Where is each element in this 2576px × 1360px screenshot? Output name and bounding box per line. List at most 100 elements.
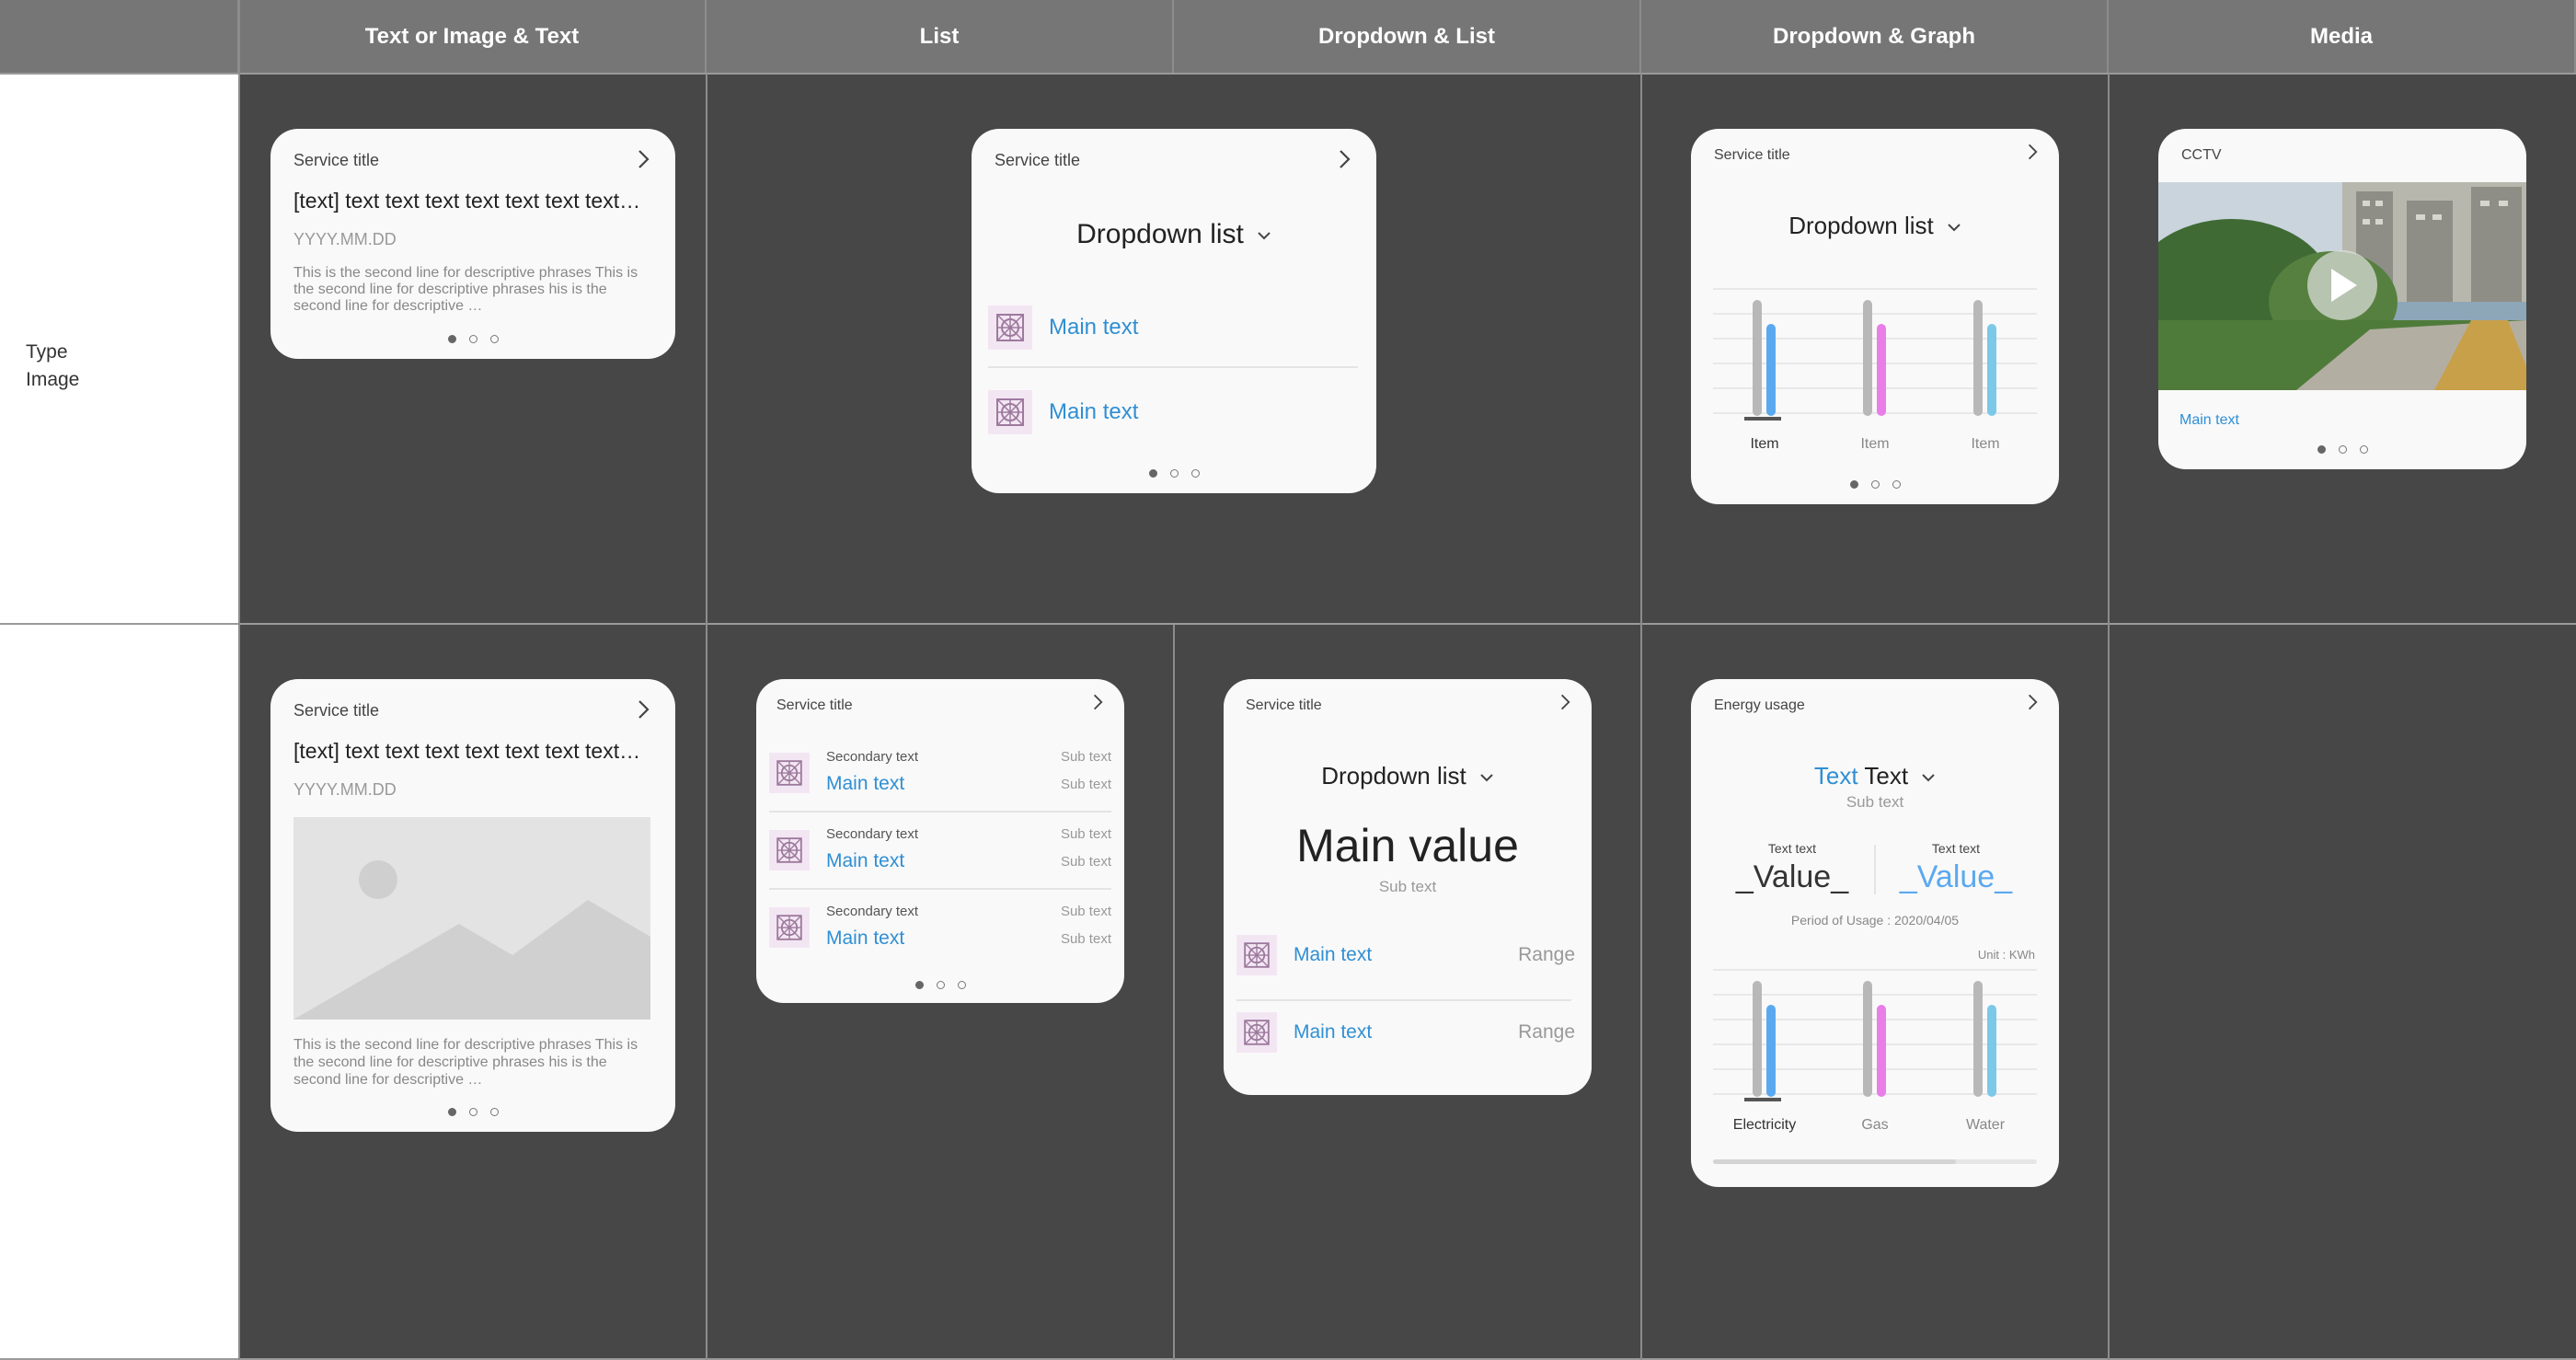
dropdown[interactable]: Dropdown list [1691, 212, 2059, 240]
graph-item-label[interactable]: Gas [1861, 1117, 1889, 1133]
date-text: YYYY.MM.DD [293, 780, 397, 799]
image-text-card[interactable]: Service title [text] text text text text… [270, 679, 675, 1132]
page-dot[interactable] [2359, 445, 2368, 454]
list-item[interactable]: Secondary text Main text Sub text Sub te… [769, 742, 1111, 808]
placeholder-image-icon [293, 817, 650, 1020]
list-item[interactable]: Main text [988, 386, 1360, 442]
bar [1973, 981, 1983, 1097]
page-dot[interactable] [468, 335, 477, 343]
list-item[interactable]: Secondary text Main text Sub text Sub te… [769, 819, 1111, 885]
media-card[interactable]: CCTV Main text [2158, 129, 2526, 469]
date-text: YYYY.MM.DD [293, 230, 397, 248]
main-text: Main text [1294, 1021, 1373, 1043]
bar [1987, 1005, 1996, 1097]
dropdown-list-card[interactable]: Service title Dropdown list Main text Ma… [972, 129, 1376, 493]
chevron-right-icon[interactable] [2022, 142, 2042, 162]
chevron-right-icon[interactable] [631, 147, 655, 171]
page-dot[interactable] [468, 1108, 477, 1116]
sub-text: Sub text [1060, 854, 1111, 870]
page-indicator[interactable] [972, 469, 1376, 478]
service-title: Service title [995, 151, 1081, 169]
bar [1863, 981, 1872, 1097]
list-item-main-text: Main text [1049, 315, 1139, 340]
chevron-right-icon[interactable] [631, 697, 655, 721]
placeholder-image-icon [1236, 1012, 1277, 1053]
bar [1766, 1005, 1776, 1097]
text-card[interactable]: Service title [text] text text text text… [270, 129, 675, 359]
dropdown-graph-card[interactable]: Service title Dropdown list Item Item It… [1691, 129, 2059, 504]
page-indicator[interactable] [1691, 480, 2059, 489]
selected-indicator [1744, 417, 1781, 421]
bar [1753, 300, 1762, 416]
energy-usage-card[interactable]: Energy usage Text Text Sub text Text tex… [1691, 679, 2059, 1187]
dropdown[interactable]: Dropdown list [972, 219, 1376, 250]
graph-item-label[interactable]: Water [1965, 1117, 2006, 1133]
bar [1863, 300, 1872, 416]
service-title: Service title [1714, 147, 1790, 163]
page-dot[interactable] [2317, 445, 2326, 454]
graph-item-label[interactable]: Electricity [1732, 1117, 1797, 1133]
chevron-right-icon[interactable] [1087, 692, 1108, 712]
play-icon [2331, 269, 2357, 302]
list-item[interactable]: Main text [988, 302, 1360, 357]
page-dot[interactable] [489, 1108, 499, 1116]
page-dot[interactable] [1892, 480, 1901, 489]
graph-item-label[interactable]: Item [1860, 436, 1890, 452]
grid-line [1173, 625, 1175, 1360]
page-dot[interactable] [1148, 469, 1157, 478]
page-dot[interactable] [957, 981, 966, 989]
page-dot[interactable] [1190, 469, 1200, 478]
page-indicator[interactable] [756, 981, 1124, 989]
column-header-dropdown-graph: Dropdown & Graph [1641, 0, 2109, 74]
media-caption[interactable]: Main text [2179, 412, 2239, 428]
description-text: This is the second line for descriptive … [293, 1037, 638, 1088]
value-label: Text text [1931, 841, 1981, 856]
service-title: Service title [1246, 697, 1322, 713]
scroll-track[interactable] [1713, 1159, 2037, 1164]
secondary-text: Secondary text [826, 904, 919, 919]
list-card[interactable]: Service title Secondary text Main text S… [756, 679, 1124, 1003]
page-dot[interactable] [447, 1108, 456, 1116]
chevron-down-icon [1948, 224, 1961, 232]
page-indicator[interactable] [270, 1108, 675, 1116]
chevron-right-icon[interactable] [1555, 692, 1575, 712]
dropdown[interactable]: Dropdown list [1224, 762, 1592, 790]
graph-item-label[interactable]: Item [1971, 436, 2000, 452]
page-indicator[interactable] [270, 335, 675, 343]
service-title: CCTV [2181, 147, 2222, 163]
main-text: Main text [826, 773, 905, 794]
page-dot[interactable] [489, 335, 499, 343]
page-indicator[interactable] [2158, 445, 2526, 454]
bar [1987, 324, 1996, 416]
column-header-dropdown-list: Dropdown & List [1174, 0, 1641, 74]
service-title: Service title [293, 701, 380, 720]
dropdown[interactable]: Text Text [1691, 762, 2059, 790]
main-text: Main text [826, 928, 905, 949]
graph-item-label[interactable]: Item [1750, 436, 1779, 452]
bar-graph [1713, 969, 2037, 1101]
bar [1973, 300, 1983, 416]
page-dot[interactable] [914, 981, 924, 989]
placeholder-image-icon [988, 305, 1032, 350]
chevron-right-icon[interactable] [2022, 692, 2042, 712]
cctv-video-thumbnail[interactable] [2158, 182, 2526, 390]
page-dot[interactable] [1169, 469, 1179, 478]
chevron-right-icon[interactable] [1332, 147, 1356, 171]
page-dot[interactable] [1849, 480, 1858, 489]
column-header-media: Media [2109, 0, 2576, 74]
page-dot[interactable] [1870, 480, 1880, 489]
list-item[interactable]: Secondary text Main text Sub text Sub te… [769, 896, 1111, 962]
list-item[interactable]: Main text Range [1236, 928, 1579, 988]
bar [1877, 324, 1886, 416]
sub-text: Sub text [1846, 793, 1904, 811]
list-item[interactable]: Main text Range [1236, 1005, 1579, 1066]
service-title: Energy usage [1714, 697, 1805, 713]
page-dot[interactable] [447, 335, 456, 343]
page-dot[interactable] [2338, 445, 2347, 454]
page-dot[interactable] [936, 981, 945, 989]
scroll-thumb[interactable] [1713, 1159, 1956, 1164]
dropdown-value-card[interactable]: Service title Dropdown list Main value S… [1224, 679, 1592, 1095]
sub-text: Sub text [1060, 826, 1111, 842]
divider [1874, 845, 1876, 894]
placeholder-image-icon [988, 390, 1032, 434]
